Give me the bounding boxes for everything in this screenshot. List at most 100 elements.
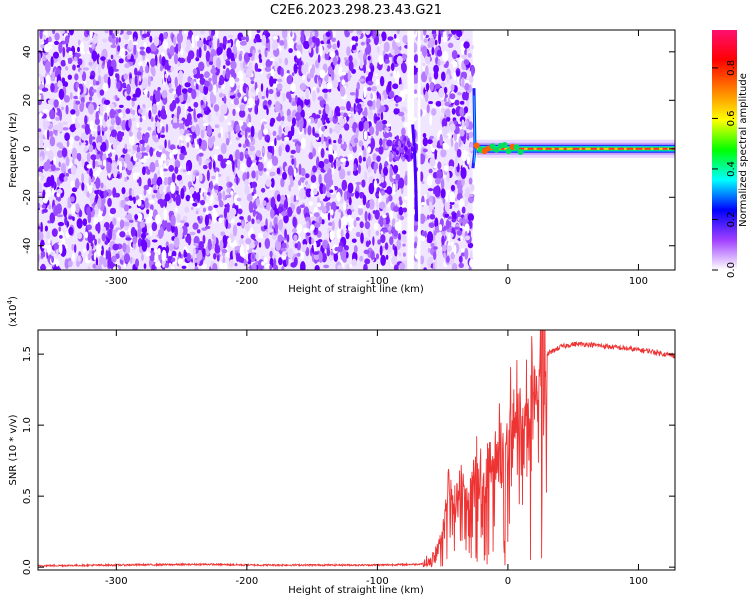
noise-blob <box>301 250 305 260</box>
noise-blob <box>277 234 284 243</box>
noise-blob <box>250 80 255 85</box>
noise-blob <box>180 47 184 56</box>
noise-blob <box>179 227 184 235</box>
noise-blob <box>260 83 264 92</box>
noise-blob <box>71 243 74 251</box>
noise-blob <box>198 240 204 251</box>
noise-blob <box>321 133 324 145</box>
noise-blob <box>38 171 43 177</box>
noise-blob <box>40 221 43 234</box>
noise-blob <box>198 155 202 166</box>
noise-blob <box>292 216 297 228</box>
noise-blob <box>309 67 315 79</box>
noise-blob <box>121 158 125 168</box>
noise-blob <box>186 252 191 262</box>
noise-blob <box>441 118 447 129</box>
noise-blob <box>242 60 246 70</box>
noise-blob <box>379 245 383 256</box>
noise-blob <box>183 151 187 156</box>
noise-blob <box>95 153 100 160</box>
noise-blob <box>311 89 317 102</box>
noise-blob <box>195 124 201 137</box>
noise-blob <box>339 117 345 128</box>
noise-blob <box>255 150 262 158</box>
noise-blob <box>323 173 329 184</box>
noise-blob <box>434 258 438 270</box>
noise-blob <box>126 161 134 171</box>
noise-blob <box>187 108 194 112</box>
noise-blob <box>215 170 219 183</box>
noise-blob <box>225 194 232 199</box>
noise-blob <box>257 232 264 239</box>
noise-blob <box>83 85 87 95</box>
noise-blob <box>239 104 245 112</box>
transition-blob <box>388 157 392 163</box>
noise-blob <box>235 150 241 161</box>
noise-blob <box>333 252 339 262</box>
noise-blob <box>434 39 438 46</box>
noise-blob <box>454 197 458 202</box>
noise-blob <box>46 231 51 240</box>
noise-blob <box>323 137 328 142</box>
noise-blob <box>210 68 217 75</box>
noise-blob <box>159 166 164 177</box>
noise-blob <box>305 187 312 198</box>
noise-blob <box>135 152 143 160</box>
noise-blob <box>432 104 436 108</box>
noise-blob <box>432 209 435 215</box>
noise-blob <box>51 228 58 237</box>
noise-blob <box>115 73 118 79</box>
noise-blob <box>76 64 81 68</box>
noise-blob <box>194 266 199 270</box>
noise-blob <box>464 213 468 220</box>
noise-blob <box>240 36 247 41</box>
noise-blob <box>77 39 81 46</box>
noise-blob <box>165 160 169 167</box>
noise-blob <box>306 232 311 236</box>
noise-blob <box>61 77 66 84</box>
noise-blob <box>49 174 55 187</box>
noise-blob <box>141 227 148 234</box>
y-tick-label: 0.0 <box>22 559 33 575</box>
noise-blob <box>331 220 335 231</box>
noise-blob <box>114 30 120 35</box>
noise-blob <box>388 210 394 223</box>
noise-blob <box>347 70 351 82</box>
noise-blob <box>60 162 67 174</box>
noise-blob <box>125 237 132 241</box>
noise-blob <box>164 139 167 149</box>
noise-blob <box>238 238 245 246</box>
noise-blob <box>384 127 390 131</box>
noise-blob <box>173 236 180 248</box>
noise-blob <box>62 40 67 45</box>
noise-blob <box>112 266 119 270</box>
noise-blob <box>70 180 75 188</box>
noise-blob <box>81 158 85 168</box>
noise-blob <box>161 125 165 134</box>
noise-blob <box>77 58 83 66</box>
noise-blob <box>286 69 290 75</box>
noise-blob <box>291 72 295 76</box>
noise-blob <box>161 219 166 230</box>
transition-blob <box>396 135 400 141</box>
noise-blob <box>326 43 332 49</box>
noise-blob <box>396 55 403 65</box>
noise-blob <box>93 252 97 261</box>
noise-blob <box>244 138 250 147</box>
transition-blob <box>401 147 405 153</box>
noise-blob <box>223 50 227 61</box>
noise-blob <box>402 243 406 247</box>
noise-blob <box>447 245 453 253</box>
noise-blob <box>313 212 320 218</box>
noise-blob <box>327 212 331 221</box>
noise-blob <box>170 266 175 270</box>
noise-blob <box>81 182 85 191</box>
noise-blob <box>92 263 96 269</box>
noise-blob <box>374 162 379 170</box>
noise-blob <box>284 136 290 141</box>
noise-blob <box>357 206 364 216</box>
noise-blob <box>128 39 133 50</box>
noise-blob <box>191 125 196 133</box>
noise-blob <box>398 177 405 189</box>
noise-blob <box>88 245 92 251</box>
